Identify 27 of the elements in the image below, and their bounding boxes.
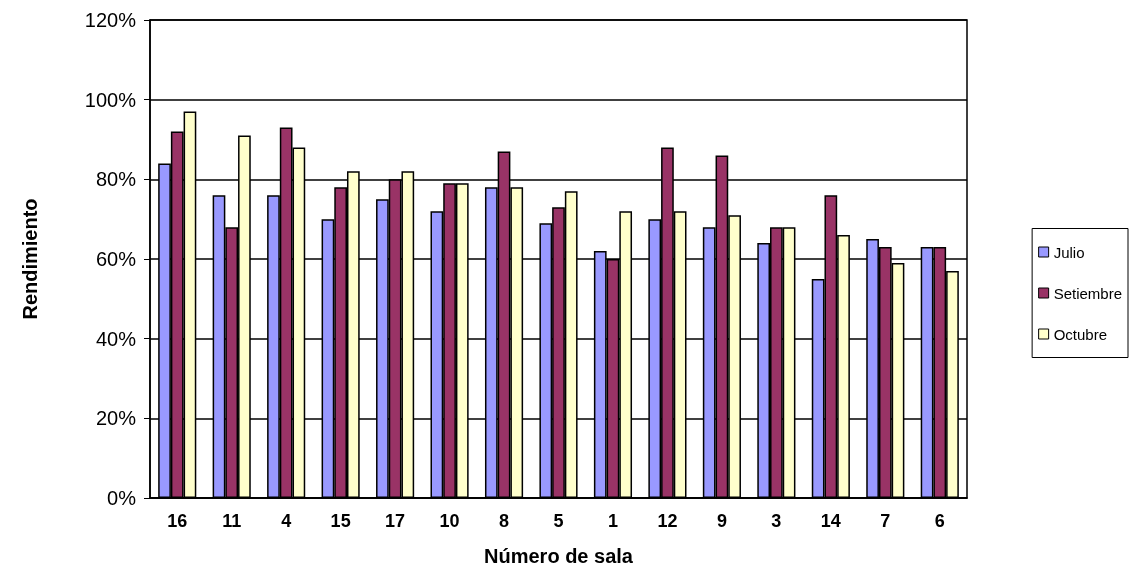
x-tick-label: 7 xyxy=(880,511,891,531)
x-tick-label: 4 xyxy=(281,511,292,531)
x-tick-label: 12 xyxy=(657,511,678,531)
x-tick-label: 6 xyxy=(934,511,945,531)
y-tick-label: 20% xyxy=(95,407,137,430)
y-tick-label: 80% xyxy=(95,168,137,191)
x-tick-label: 10 xyxy=(439,511,460,531)
y-tick-label: 40% xyxy=(95,327,137,350)
legend-label: Octubre xyxy=(1053,325,1107,343)
y-tick-label: 60% xyxy=(95,248,137,270)
legend-label: Setiembre xyxy=(1053,284,1123,302)
y-tick-label: 120% xyxy=(84,9,137,31)
x-tick-label: 16 xyxy=(167,511,188,531)
x-axis-title: Número de sala xyxy=(484,545,634,567)
x-tick-label: 14 xyxy=(820,511,841,531)
legend-label: Julio xyxy=(1053,243,1085,261)
x-tick-label: 9 xyxy=(716,511,727,531)
x-tick-label: 11 xyxy=(222,511,242,531)
x-tick-label: 5 xyxy=(553,511,564,531)
x-tick-label: 3 xyxy=(771,511,782,531)
y-tick-label: 0% xyxy=(107,487,137,509)
x-tick-label: 1 xyxy=(607,511,618,531)
y-tick-label: 100% xyxy=(84,88,137,111)
x-tick-label: 8 xyxy=(499,511,510,531)
x-tick-label: 17 xyxy=(385,511,406,531)
x-tick-label: 15 xyxy=(330,511,351,531)
y-axis-title: Rendimiento xyxy=(19,198,41,320)
